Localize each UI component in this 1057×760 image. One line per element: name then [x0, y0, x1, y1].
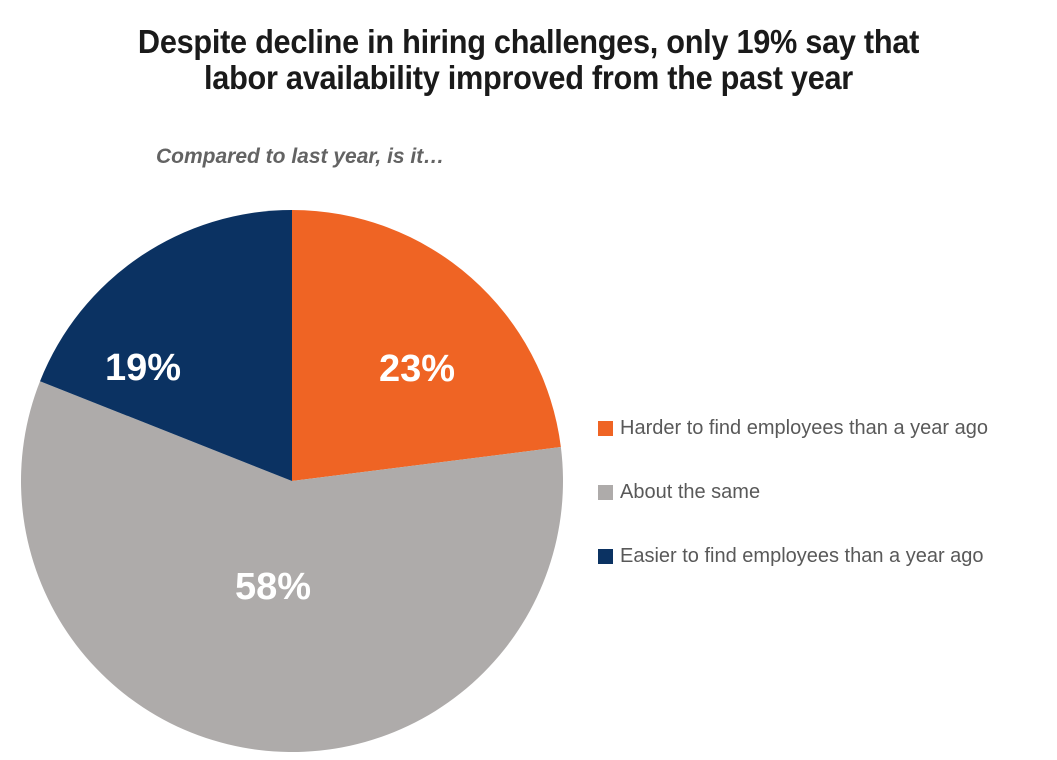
chart-title: Despite decline in hiring challenges, on… [37, 24, 1020, 96]
pie-data-label-3: 19% [105, 347, 181, 389]
legend-swatch-icon [598, 484, 613, 500]
pie-slice-3 [40, 210, 292, 481]
legend-label: Easier to find employees than a year ago [620, 544, 984, 567]
pie-data-label-2: 58% [235, 566, 311, 608]
chart-title-line1: Despite decline in hiring challenges, on… [137, 23, 920, 60]
legend-item-2: About the same [598, 478, 988, 506]
legend-swatch-icon [598, 420, 613, 436]
chart-subtitle: Compared to last year, is it… [156, 145, 445, 168]
pie-slice-1 [292, 210, 561, 481]
legend-label: About the same [620, 480, 761, 503]
chart-title-line2: labor availability improved from the pas… [204, 59, 853, 96]
legend: Harder to find employees than a year ago… [598, 414, 988, 606]
pie-slice-2 [20, 381, 563, 752]
legend-label: Harder to find employees than a year ago [620, 416, 988, 439]
legend-swatch-icon [598, 548, 613, 564]
legend-item-1: Harder to find employees than a year ago [598, 414, 988, 442]
legend-item-3: Easier to find employees than a year ago [598, 542, 988, 570]
pie-data-label-1: 23% [379, 348, 455, 390]
